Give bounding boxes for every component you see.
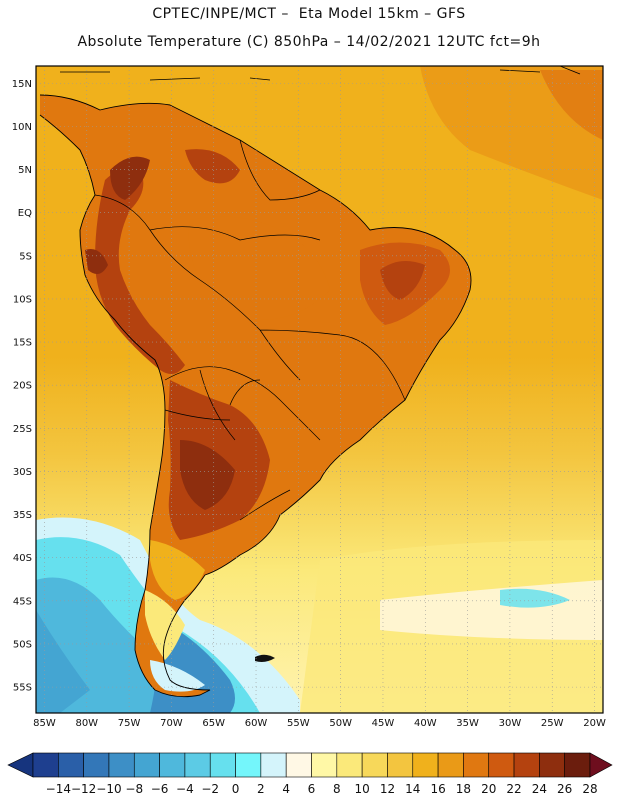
- latitude-label: EQ: [18, 208, 32, 219]
- map-frame: [35, 65, 604, 714]
- venezuela-hot-core: [185, 149, 240, 184]
- northeast-brazil-core: [380, 261, 425, 300]
- colorbar-swatch: [235, 752, 262, 778]
- map-title-model: CPTEC/INPE/MCT – Eta Model 15km – GFS: [152, 6, 466, 22]
- latitude-label: 15N: [12, 79, 32, 90]
- colorbar-label: −4: [176, 782, 194, 796]
- colorbar-label: 8: [333, 782, 341, 796]
- longitude-label: 80W: [75, 718, 98, 729]
- colorbar-label: 20: [481, 782, 496, 796]
- map-title-variable: Absolute Temperature (C) 850hPa – 14/02/…: [77, 34, 541, 50]
- longitude-labels: 85W 80W 75W 70W 65W 60W 55W 50W 45W 40W 35W 30W 25W 2…: [33, 718, 606, 729]
- colorbar-swatch: [437, 752, 464, 778]
- longitude-label: 45W: [372, 718, 395, 729]
- amazon-interior: [188, 216, 330, 320]
- colorbar-label: 4: [282, 782, 290, 796]
- colorbar-label: −6: [151, 782, 169, 796]
- latitude-label: 30S: [13, 467, 32, 478]
- colorbar-under-arrow: [7, 752, 34, 778]
- falkland-islands: [255, 654, 275, 662]
- colorbar-swatch: [209, 752, 236, 778]
- colorbar-swatch: [488, 752, 515, 778]
- chaco-core: [180, 440, 235, 510]
- colorbar-swatch: [564, 752, 591, 778]
- colorbar-swatch: [32, 752, 59, 778]
- colorbar-swatch: [108, 752, 135, 778]
- longitude-label: 60W: [245, 718, 268, 729]
- continent-south-america: [40, 95, 471, 697]
- colorbar-label: 0: [232, 782, 240, 796]
- latitude-label: 20S: [13, 381, 32, 392]
- latitude-label: 5N: [18, 165, 32, 176]
- colorbar-swatch: [336, 752, 363, 778]
- latitude-label: 40S: [13, 553, 32, 564]
- colorbar-swatch: [387, 752, 414, 778]
- colorbar-label: 12: [380, 782, 395, 796]
- colorbar-swatch: [463, 752, 490, 778]
- colorbar-label: −2: [201, 782, 219, 796]
- colorbar-swatch: [361, 752, 388, 778]
- latitude-labels: 15N 10N 5N EQ 5S 10S 15S 20S 25S 30S 35S 40S 45S 50S 5…: [12, 79, 32, 694]
- colorbar-swatch: [260, 752, 287, 778]
- colorbar-label: 2: [257, 782, 265, 796]
- longitude-label: 85W: [33, 718, 56, 729]
- colorbar-label: 18: [456, 782, 471, 796]
- colorbar-label: 16: [430, 782, 445, 796]
- colorbar-label: 24: [532, 782, 547, 796]
- colorbar-label: −12: [71, 782, 96, 796]
- colorbar-swatch: [83, 752, 110, 778]
- longitude-label: 65W: [202, 718, 225, 729]
- colorbar-swatch: [184, 752, 211, 778]
- colorbar-label: 6: [308, 782, 316, 796]
- colorbar-label: 10: [354, 782, 369, 796]
- colorbar-swatch: [412, 752, 439, 778]
- map-field: [36, 66, 603, 713]
- latitude-label: 10N: [12, 122, 32, 133]
- coastline: [39, 94, 472, 698]
- colorbar-label: −14: [46, 782, 71, 796]
- colorbar: −14 −12 −10 −8 −6 −4 −2 0 2 4 6 8 10 12 14 16 18 20 22 24 26…: [7, 752, 613, 796]
- latitude-label: 5S: [19, 251, 32, 262]
- hot-atlantic-region: [540, 70, 603, 140]
- peru-hot-core: [85, 249, 108, 274]
- longitude-label: 50W: [329, 718, 352, 729]
- colorbar-over-arrow: [589, 752, 613, 778]
- colorbar-label: 14: [405, 782, 420, 796]
- colorbar-label: 28: [582, 782, 597, 796]
- caribbean-islands: [60, 66, 581, 81]
- colorbar-swatch: [58, 752, 84, 778]
- longitude-label: 55W: [287, 718, 310, 729]
- latitude-label: 45S: [13, 596, 32, 607]
- colorbar-swatch: [133, 752, 160, 778]
- colorbar-label: 22: [506, 782, 521, 796]
- colorbar-swatch: [285, 752, 312, 778]
- patagonia-warm: [150, 540, 205, 600]
- longitude-label: 30W: [499, 718, 522, 729]
- latitude-label: 50S: [13, 639, 32, 650]
- colorbar-label: 26: [557, 782, 572, 796]
- grid-lines: [36, 66, 603, 713]
- latitude-label: 15S: [13, 338, 32, 349]
- latitude-label: 25S: [13, 424, 32, 435]
- colorbar-swatch: [311, 752, 338, 778]
- northern-hot-core: [110, 156, 150, 200]
- colorbar-swatch: [539, 752, 565, 778]
- colorbar-swatch: [159, 752, 186, 778]
- tierra-del-fuego: [150, 660, 205, 692]
- longitude-label: 35W: [456, 718, 479, 729]
- longitude-label: 75W: [118, 718, 141, 729]
- longitude-label: 25W: [541, 718, 564, 729]
- longitude-label: 20W: [583, 718, 606, 729]
- latitude-label: 35S: [13, 510, 32, 521]
- latitude-label: 10S: [13, 294, 32, 305]
- colorbar-label: −10: [96, 782, 121, 796]
- country-borders: [94, 139, 406, 521]
- patagonia-cool: [145, 590, 185, 660]
- longitude-label: 40W: [414, 718, 437, 729]
- colorbar-swatch: [513, 752, 540, 778]
- colorbar-label: −8: [125, 782, 143, 796]
- latitude-label: 55S: [13, 683, 32, 694]
- longitude-label: 70W: [160, 718, 183, 729]
